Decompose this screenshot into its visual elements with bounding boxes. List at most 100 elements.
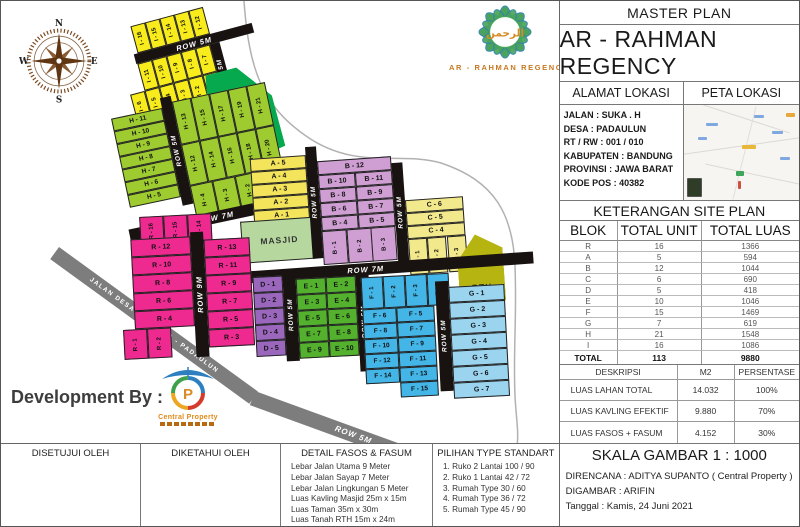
masjid-area: MASJID (240, 216, 319, 264)
table-row: B 12 1044 (559, 263, 799, 274)
plot-cell: B - 1 (321, 229, 349, 266)
total-cell: 113 (618, 351, 702, 364)
plot-cell: E - 6 (327, 307, 359, 326)
masjid-label: MASJID (260, 233, 299, 247)
plot-cell: D - 5 (255, 339, 287, 357)
map-marker (741, 145, 756, 149)
map-marker (697, 137, 707, 140)
development-by-label: Development By : (11, 387, 164, 407)
map-satellite-thumb (686, 178, 702, 197)
scale-label: SKALA GAMBAR 1 : 1000 (591, 447, 767, 464)
table-row-cell: 70% (734, 401, 799, 422)
table-row-cell: E (559, 296, 618, 307)
table-row-cell: 14.032 (677, 380, 735, 401)
table-row-cell: 10 (617, 296, 702, 307)
fasos-item: Luas Taman 35m x 30m (291, 504, 379, 514)
table-row-cell: 418 (701, 285, 799, 296)
site-plan-table-head: BLOK TOTAL UNIT TOTAL LUAS (559, 221, 799, 241)
peta-lokasi-header: PETA LOKASI (701, 86, 782, 100)
address-line: JALAN : SUKA . H (563, 110, 641, 120)
table-row: F 15 1469 (559, 307, 799, 318)
address-line: DESA : PADAULUN (563, 123, 647, 134)
plot-cell: G - 7 (453, 379, 511, 399)
table-row-cell: 16 (617, 241, 702, 252)
table-row: C 6 690 (559, 274, 799, 285)
address-block: JALAN : SUKA . H DESA : PADAULUN RT / RW :… (560, 105, 684, 200)
table-row-cell: LUAS LAHAN TOTAL (559, 380, 678, 401)
plot-cell: E - 5 (297, 309, 329, 327)
column-header: DESKRIPSI (559, 365, 678, 380)
central-property-name: Central Property (158, 414, 218, 421)
tanggal-line: Tanggal : Kamis, 24 Juni 2021 (565, 501, 693, 512)
map-road-line (731, 106, 757, 200)
address-line: RT / RW : 001 / 010 (563, 137, 644, 147)
table-row: LUAS FASOS + FASUM 4.152 30% (560, 422, 799, 443)
table-row-cell: 6 (617, 274, 702, 285)
fasos-item: Luas Kavling Masjid 25m x 15m (291, 494, 407, 504)
map-marker (785, 113, 795, 117)
table-row-cell: H (559, 329, 618, 340)
plot-cell: F - 14 (365, 367, 401, 385)
table-row-cell: 100% (734, 380, 799, 401)
central-property-tagline (160, 422, 216, 426)
compass-rose-icon: N E S W (19, 19, 98, 106)
table-row-cell: 9.880 (677, 401, 735, 422)
disetujui-column: DISETUJUI OLEH (1, 444, 141, 526)
type-item: 1. Ruko 2 Lantai 100 / 90 (443, 462, 535, 472)
table-row-cell: 16 (617, 340, 702, 351)
table-row-cell: F (559, 307, 618, 318)
table-row-cell: 1044 (701, 263, 799, 274)
approval-strip: DISETUJUI OLEH DIKETAHUI OLEH DETAIL FAS… (1, 444, 559, 526)
map-marker (779, 157, 790, 160)
master-plan-title: MASTER PLAN (559, 1, 799, 25)
plot-cell: F - 3 (404, 273, 429, 308)
map-marker (753, 115, 764, 118)
site-plan-pane: N E S W (1, 1, 560, 526)
project-logo-emblem: الرحمن (478, 5, 532, 59)
plot-cell: D - 2 (253, 291, 285, 310)
table-row-cell: D (559, 285, 618, 296)
fasos-item: Lebar Jalan Utama 9 Meter (291, 462, 391, 472)
table-row-cell: B (559, 263, 618, 274)
table-row-cell: 7 (617, 318, 702, 329)
type-standart-list: 1. Ruko 2 Lantai 100 / 90 2. Ruko 1 Lanta… (433, 461, 559, 515)
fasos-fasum-list: Lebar Jalan Utama 9 Meter Lebar Jalan Say… (281, 461, 432, 526)
svg-text:P: P (183, 386, 193, 403)
site-plan-table: BLOK TOTAL UNIT TOTAL LUAS R 16 1366 A 5 594 B 12… (559, 221, 799, 365)
map-marker (771, 131, 783, 134)
site-plan-table-title: KETERANGAN SITE PLAN (559, 201, 799, 221)
table-row: A 5 594 (559, 252, 799, 263)
plot-cell: E - 3 (296, 293, 328, 311)
fasos-fasum-column: DETAIL FASOS & FASUM Lebar Jalan Utama 9… (281, 444, 433, 526)
deskripsi-table: DESKRIPSI M2 PERSENTASE LUAS LAHAN TOTAL 14… (559, 365, 799, 444)
logo-arabic-text: الرحمن (486, 28, 524, 40)
type-item: 2. Ruko 1 Lantai 42 / 72 (443, 473, 530, 483)
compass-east-label: E (91, 57, 98, 67)
plot-cell: R - 1 (123, 328, 149, 360)
table-row-cell: 21 (617, 329, 702, 340)
table-row-cell: 5 (617, 252, 702, 263)
compass-west-label: W (19, 57, 29, 67)
table-row-cell: G (559, 318, 618, 329)
column-header: BLOK (559, 221, 618, 241)
table-row-cell: 5 (617, 285, 702, 296)
fasos-fasum-header: DETAIL FASOS & FASUM (301, 448, 412, 460)
peta-lokasi-map (683, 105, 799, 200)
plot-cell: E - 9 (298, 341, 330, 359)
total-cell: TOTAL (560, 351, 618, 364)
table-row: LUAS KAVLING EFEKTIF 9.880 70% (559, 401, 799, 422)
direncana-line: DIRENCANA : ADITYA SUPANTO ( Central Pro… (565, 471, 793, 482)
table-row-cell: 1046 (701, 296, 799, 307)
table-row-cell: 619 (701, 318, 799, 329)
location-body: JALAN : SUKA . H DESA : PADAULUN RT / RW :… (559, 105, 799, 201)
info-panel: MASTER PLAN AR - RAHMAN REGENCY ALAMAT L… (559, 1, 799, 526)
plot-cell: D - 3 (254, 307, 285, 326)
address-line: KODE POS : 40382 (563, 177, 645, 188)
map-road-line (693, 105, 790, 134)
site-plan-map: N E S W (1, 1, 559, 445)
